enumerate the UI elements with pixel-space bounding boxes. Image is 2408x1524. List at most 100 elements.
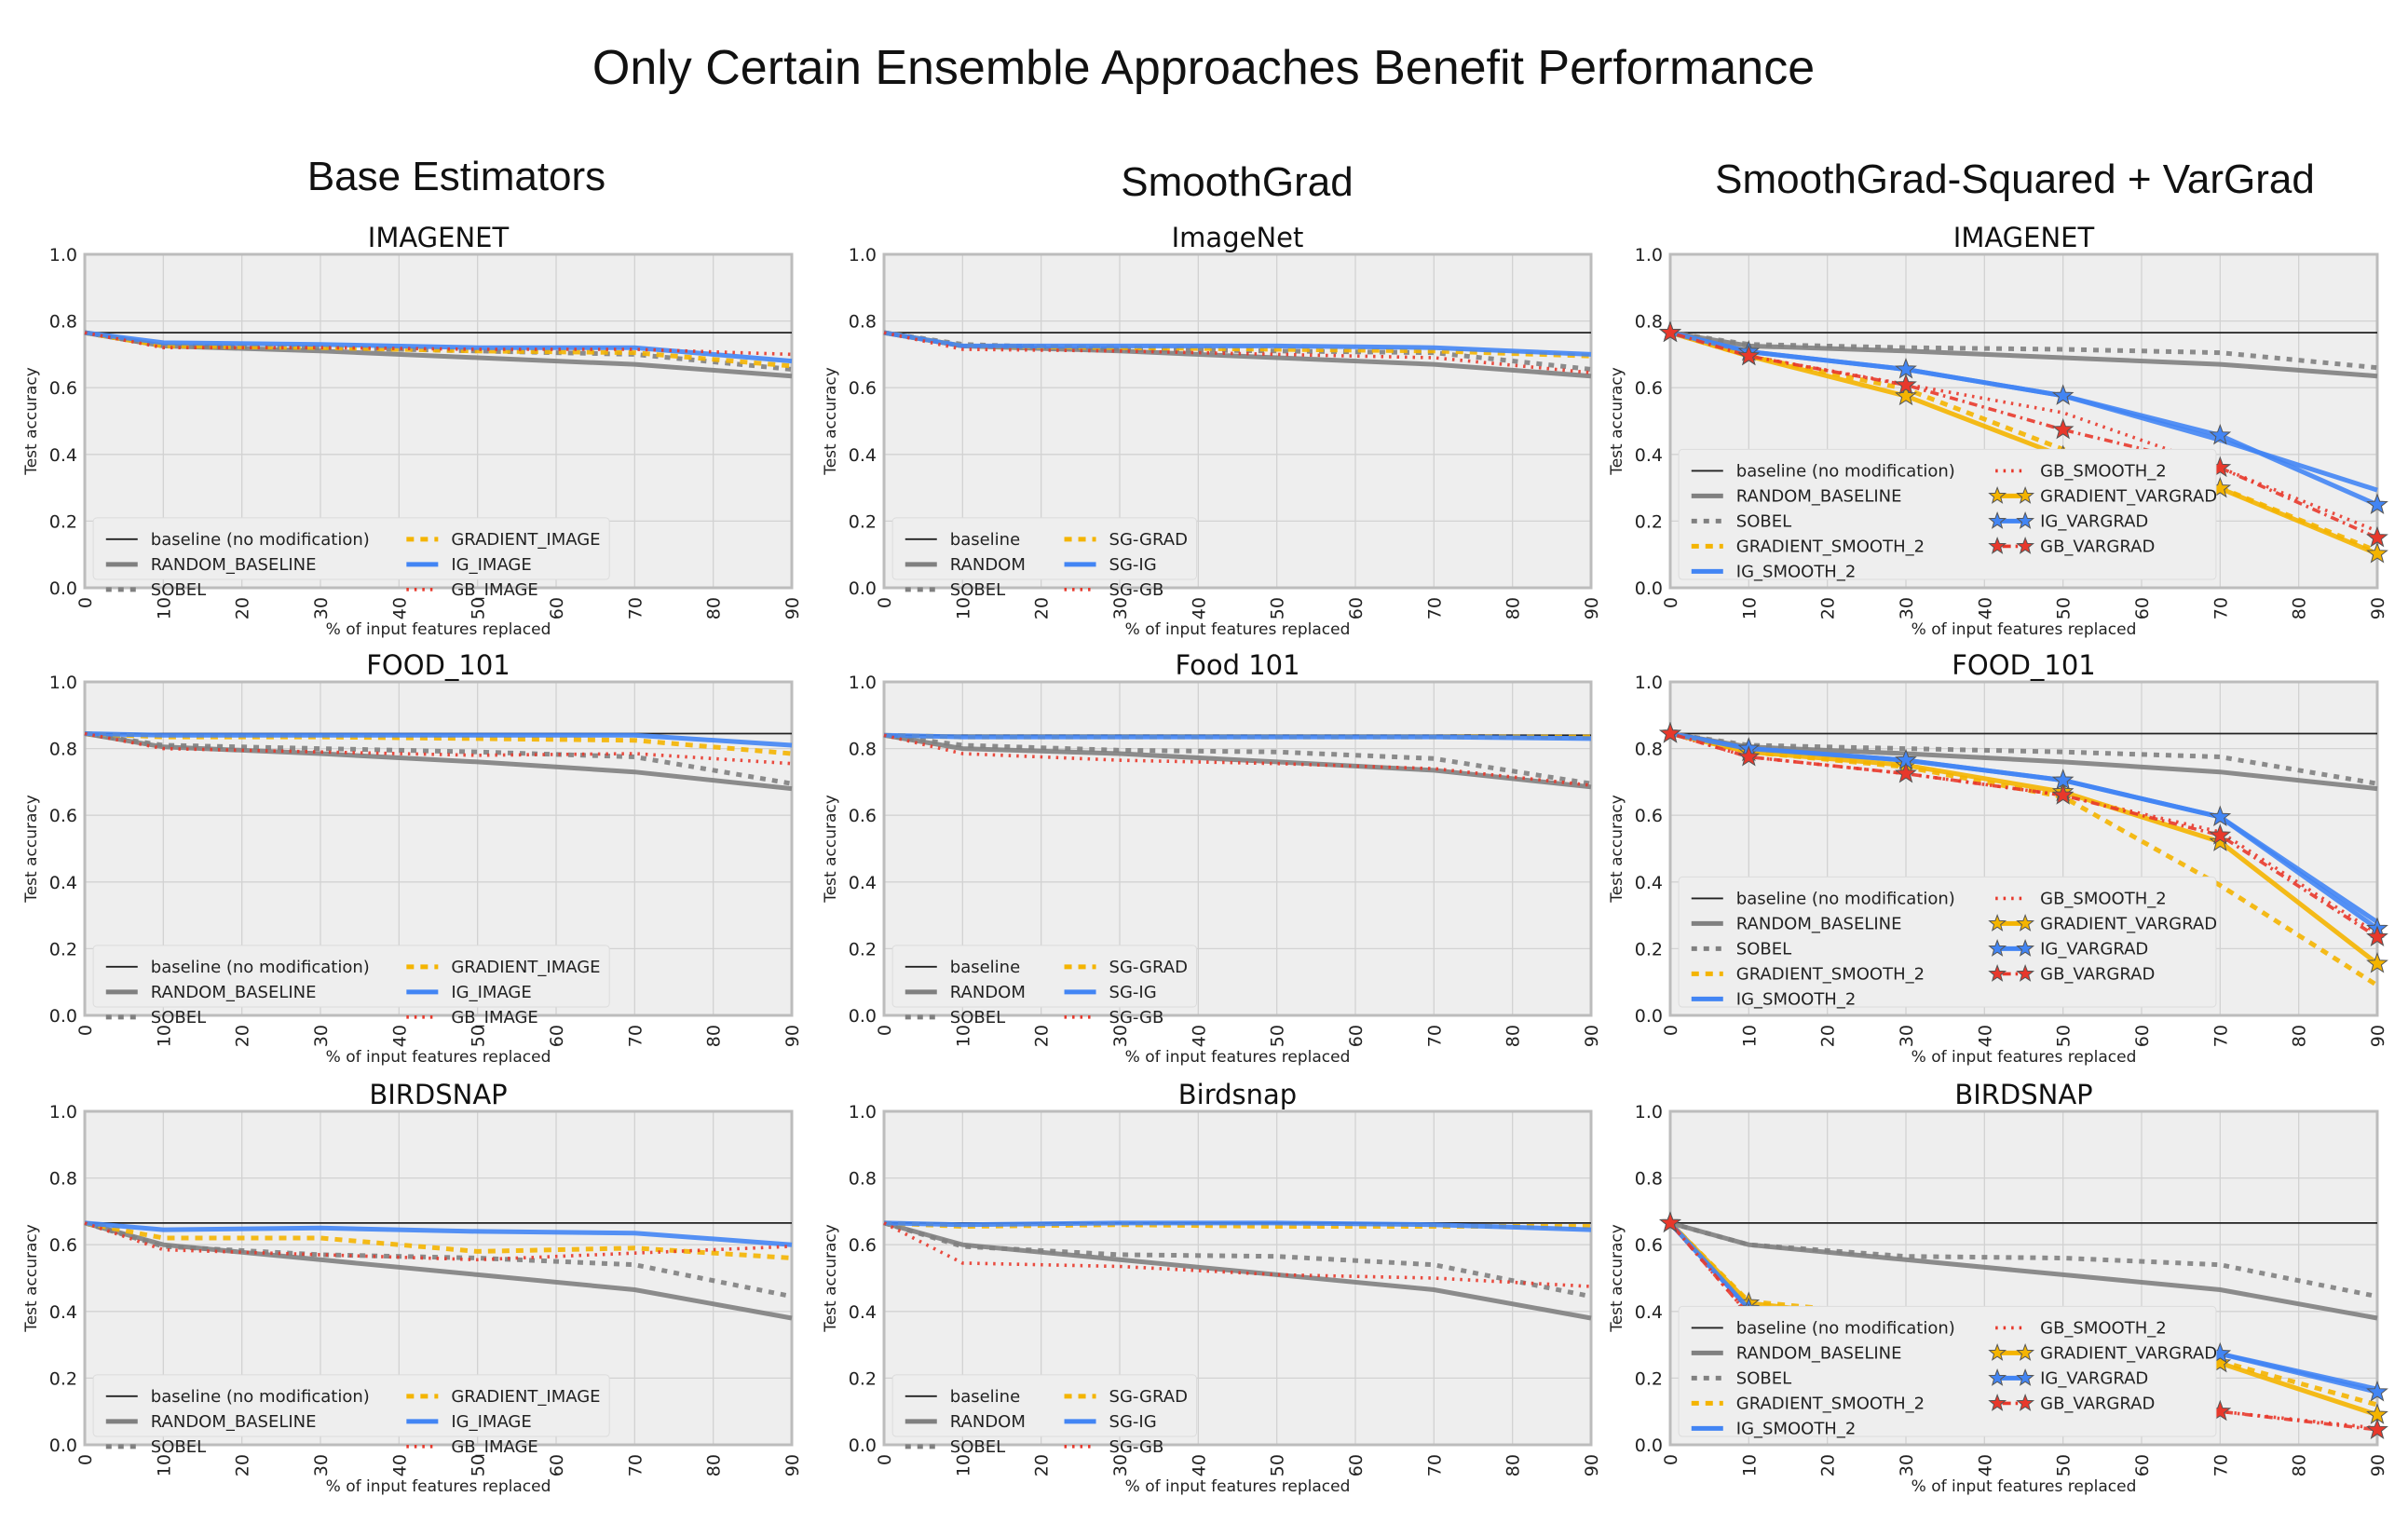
legend-item: SG-GB <box>1064 580 1163 600</box>
legend-label: SG-GB <box>1109 1008 1164 1027</box>
legend-star-icon <box>1988 1393 2007 1411</box>
subplot-food-101: 0 10 20 30 40 50 60 70 80 90 0.0 0.2 0.4 0.6 0.8 1.0 FOO… <box>1608 649 2388 1067</box>
series-line-sobel <box>84 731 793 786</box>
x-tick-label: 10 <box>1739 1454 1760 1476</box>
subplot-title: IMAGENET <box>1953 222 2095 253</box>
x-tick-label: 70 <box>2211 597 2231 619</box>
legend-label: RANDOM_BASELINE <box>151 983 317 1002</box>
legend-label: RANDOM_BASELINE <box>1736 914 1902 933</box>
legend-label: IG_IMAGE <box>451 1412 531 1432</box>
x-tick-label: 90 <box>782 597 803 619</box>
legend: baseline (no modification) RANDOM_BASELIN… <box>92 1374 610 1457</box>
legend-item: baseline <box>905 1387 1020 1407</box>
x-tick-label: 10 <box>154 1025 174 1047</box>
legend-label: baseline (no modification) <box>1736 1318 1955 1338</box>
x-tick-label: 60 <box>2132 1454 2153 1476</box>
legend-item: GRADIENT_SMOOTH_2 <box>1691 537 1925 556</box>
x-axis-label: % of input features replaced <box>1911 1477 2137 1496</box>
y-tick-label: 1.0 <box>49 673 77 693</box>
x-tick-label: 60 <box>547 1454 567 1476</box>
data-point-star <box>1659 320 1681 343</box>
x-tick-label: 40 <box>389 597 410 619</box>
x-tick-label: 60 <box>2132 597 2153 619</box>
legend-item: GB_IMAGE <box>406 580 538 600</box>
y-tick-label: 0.2 <box>849 939 877 959</box>
x-tick-label: 0 <box>1661 1454 1681 1465</box>
legend-label: baseline <box>950 530 1020 550</box>
x-tick-label: 50 <box>1268 1025 1288 1047</box>
y-tick-label: 0.2 <box>849 1368 877 1389</box>
x-tick-label: 10 <box>154 597 174 619</box>
legend-item: SOBEL <box>905 1437 1005 1457</box>
legend-label: SOBEL <box>151 580 206 600</box>
column-title-smoothgrad-squared-vargrad: SmoothGrad-Squared + VarGrad <box>1715 156 2315 202</box>
subplot-title: Food 101 <box>1175 649 1299 681</box>
y-tick-label: 1.0 <box>1635 245 1663 265</box>
series-line-sg-gb <box>883 331 1592 374</box>
legend-item: SG-GB <box>1064 1437 1163 1457</box>
series-group <box>1659 722 2388 987</box>
legend-label: RANDOM_BASELINE <box>1736 1343 1902 1363</box>
legend-item: GRADIENT_SMOOTH_2 <box>1691 1394 1925 1413</box>
subplot-birdsnap: 0 10 20 30 40 50 60 70 80 90 0.0 0.2 0.4 0.6 0.8 1.0 BIR… <box>1608 1079 2388 1496</box>
legend-star-icon <box>2016 963 2035 982</box>
legend-item: RANDOM_BASELINE <box>105 1412 317 1432</box>
legend-item: GRADIENT_SMOOTH_2 <box>1691 964 1925 984</box>
series-line-ig-image <box>84 1220 793 1247</box>
y-tick-label: 1.0 <box>849 673 877 693</box>
x-axis-label: % of input features replaced <box>1125 1477 1351 1496</box>
y-tick-label: 0.0 <box>849 1436 877 1456</box>
x-tick-label: 30 <box>1897 1454 1917 1476</box>
subplot-title: FOOD_101 <box>366 649 510 681</box>
x-tick-label: 30 <box>1110 1025 1131 1047</box>
x-tick-label: 10 <box>154 1454 174 1476</box>
data-point-star <box>2366 1380 2388 1402</box>
x-tick-label: 30 <box>311 1025 332 1047</box>
y-tick-label: 0.2 <box>849 511 877 532</box>
legend-item: RANDOM <box>905 1412 1026 1432</box>
legend-star-icon <box>2016 510 2035 529</box>
legend-label: SOBEL <box>950 1008 1005 1027</box>
legend-box <box>891 945 1197 1008</box>
data-point-star <box>1659 722 1681 743</box>
subplot-title: FOOD_101 <box>1952 649 2096 681</box>
x-tick-label: 20 <box>1818 597 1839 619</box>
series-group <box>1659 320 2388 564</box>
y-tick-label: 0.6 <box>849 806 877 826</box>
legend-item: IG_VARGRAD <box>1988 510 2148 531</box>
legend-item: RANDOM_BASELINE <box>105 555 317 575</box>
legend: baseline (no modification) RANDOM_BASELIN… <box>1678 1305 2217 1438</box>
series-line-random-baseline <box>1669 1220 2378 1321</box>
legend-item: SOBEL <box>905 1008 1005 1027</box>
legend-item: IG_VARGRAD <box>1988 1368 2148 1388</box>
data-point-star <box>1895 762 1917 783</box>
x-tick-label: 20 <box>1032 1025 1053 1047</box>
y-axis-label: Test accuracy <box>1608 1224 1626 1333</box>
series-line-ig-image <box>84 330 793 364</box>
legend-label: baseline <box>950 958 1020 977</box>
x-tick-label: 50 <box>1268 1454 1288 1476</box>
legend-star-icon <box>1988 536 2007 554</box>
series-line-gradient-smooth-2 <box>1669 330 2378 553</box>
subplot-food-101: 0 10 20 30 40 50 60 70 80 90 0.0 0.2 0.4 0.6 0.8 1.0 Foo… <box>822 649 1602 1067</box>
legend-label: GB_VARGRAD <box>2040 537 2155 556</box>
legend-item: SOBEL <box>1691 511 1791 531</box>
x-tick-label: 50 <box>2054 1025 2075 1047</box>
plot-frame <box>882 1109 1593 1447</box>
legend-label: baseline (no modification) <box>151 1387 370 1407</box>
legend-item: GB_VARGRAD <box>1988 963 2155 984</box>
legend-item: SG-GRAD <box>1064 958 1188 977</box>
y-tick-label: 0.8 <box>1635 1169 1663 1190</box>
subplot-title: BIRDSNAP <box>1954 1079 2092 1110</box>
subplots: 0 10 20 30 40 50 60 70 80 90 0.0 0.2 0.4 0.6 0.8 1.0 IMA… <box>22 222 2388 1496</box>
data-point-star <box>1895 373 1917 395</box>
x-tick-label: 90 <box>2368 1025 2388 1047</box>
y-tick-label: 0.0 <box>849 1006 877 1027</box>
series-line-sobel <box>1669 1220 2378 1299</box>
data-point-star <box>1737 344 1761 366</box>
x-tick-label: 0 <box>1661 597 1681 608</box>
legend-label: SOBEL <box>1736 1368 1791 1388</box>
legend-label: IG_IMAGE <box>451 555 531 575</box>
y-tick-label: 0.6 <box>849 378 877 399</box>
x-tick-label: 0 <box>75 1025 96 1036</box>
